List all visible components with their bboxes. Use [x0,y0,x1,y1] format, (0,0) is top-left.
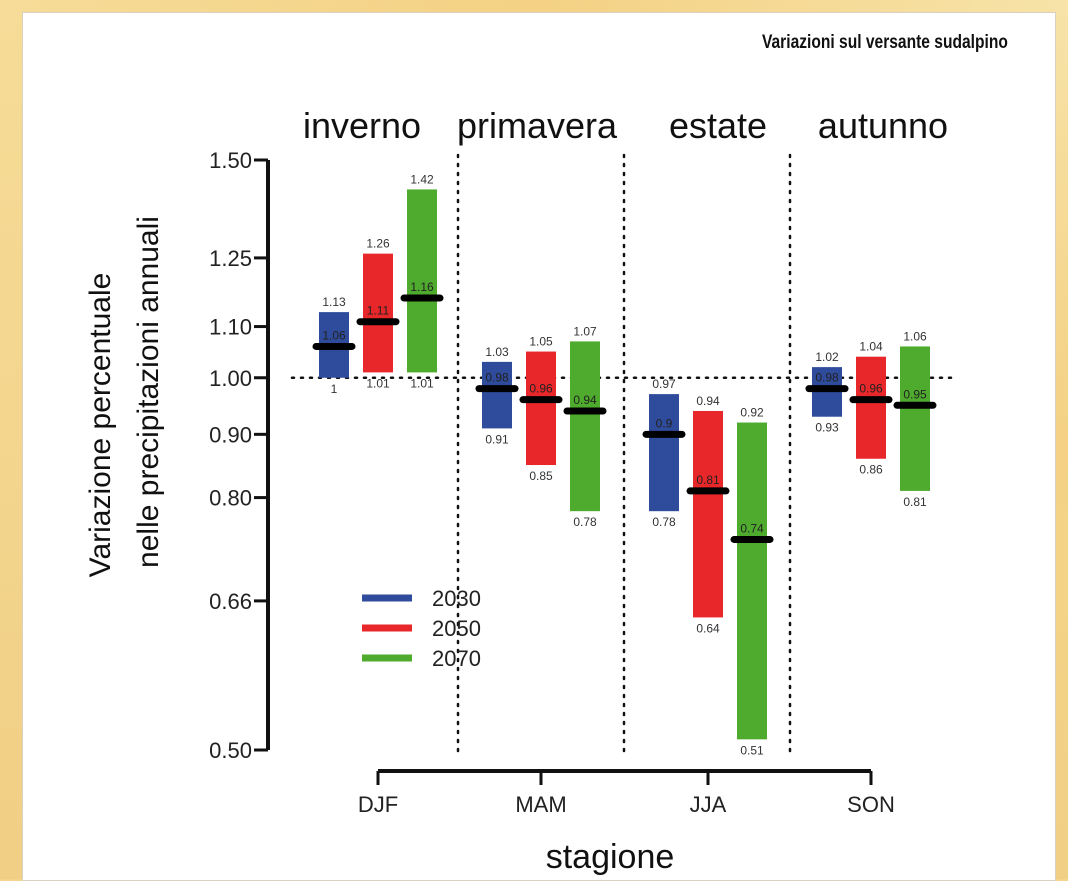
high-value-label: 1.13 [322,295,346,309]
range-bar [737,422,767,740]
median-value-label: 1.16 [410,280,434,294]
season-label: inverno [303,105,421,146]
high-value-label: 1.06 [903,329,927,343]
median-value-label: 0.98 [485,371,509,385]
x-tick-label: DJF [358,792,398,817]
season-label: estate [669,105,767,146]
low-value-label: 0.93 [815,421,839,435]
low-value-label: 0.86 [859,463,883,477]
high-value-label: 1.04 [859,340,883,354]
page-title: Variazioni sul versante sudalpino [762,32,1008,53]
range-bar [649,394,679,512]
median-value-label: 1.11 [367,304,390,318]
median-value-label: 0.96 [529,382,553,396]
y-tick-label: 1.00 [209,366,252,391]
median-value-label: 0.95 [903,387,927,401]
median-value-label: 0.81 [696,473,720,487]
range-bar [526,351,556,466]
range-bar [693,410,723,618]
range-bar [900,346,930,491]
legend-label: 2030 [432,586,481,611]
x-tick-label: JJA [690,792,727,817]
median-value-label: 0.94 [573,393,597,407]
median-value-label: 0.98 [815,371,839,385]
low-value-label: 0.78 [652,515,676,529]
y-tick-label: 0.50 [209,738,252,763]
high-value-label: 1.02 [815,350,839,364]
high-value-label: 1.03 [485,345,509,359]
high-value-label: 0.92 [740,406,764,420]
median-value-label: 0.74 [740,521,764,535]
y-tick-label: 0.66 [209,589,252,614]
median-value-label: 0.9 [656,416,673,430]
high-value-label: 1.26 [366,237,390,251]
median-value-label: 0.96 [859,382,883,396]
x-tick-label: MAM [515,792,566,817]
high-value-label: 0.97 [652,377,676,391]
low-value-label: 0.85 [529,469,553,483]
range-bar [856,356,886,459]
season-label: autunno [818,105,948,146]
high-value-label: 1.05 [529,335,553,349]
low-value-label: 0.81 [903,495,927,509]
x-axis-title: stagione [546,838,675,876]
low-value-label: 0.78 [573,515,597,529]
median-value-label: 1.06 [322,328,346,342]
low-value-label: 0.51 [740,743,764,757]
y-tick-label: 1.10 [209,315,252,340]
low-value-label: 0.64 [696,621,720,635]
low-value-label: 1.01 [410,376,434,390]
legend-label: 2050 [432,616,481,641]
high-value-label: 1.42 [410,172,434,186]
range-bar [363,253,393,373]
y-axis-title: Variazione percentuale [84,273,117,578]
y-tick-label: 1.25 [209,246,252,271]
range-bar [407,189,437,373]
y-tick-label: 0.90 [209,422,252,447]
x-tick-label: SON [847,792,895,817]
high-value-label: 0.94 [696,394,720,408]
season-label: primavera [457,105,618,146]
y-tick-label: 0.80 [209,486,252,511]
low-value-label: 1 [331,382,338,396]
range-bar [570,341,600,512]
y-axis-title: nelle precipitazioni annuali [132,216,165,568]
range-bar [482,361,512,429]
legend-label: 2070 [432,646,481,671]
low-value-label: 1.01 [366,376,390,390]
low-value-label: 0.91 [485,432,509,446]
high-value-label: 1.07 [573,324,597,338]
y-tick-label: 1.50 [209,148,252,173]
